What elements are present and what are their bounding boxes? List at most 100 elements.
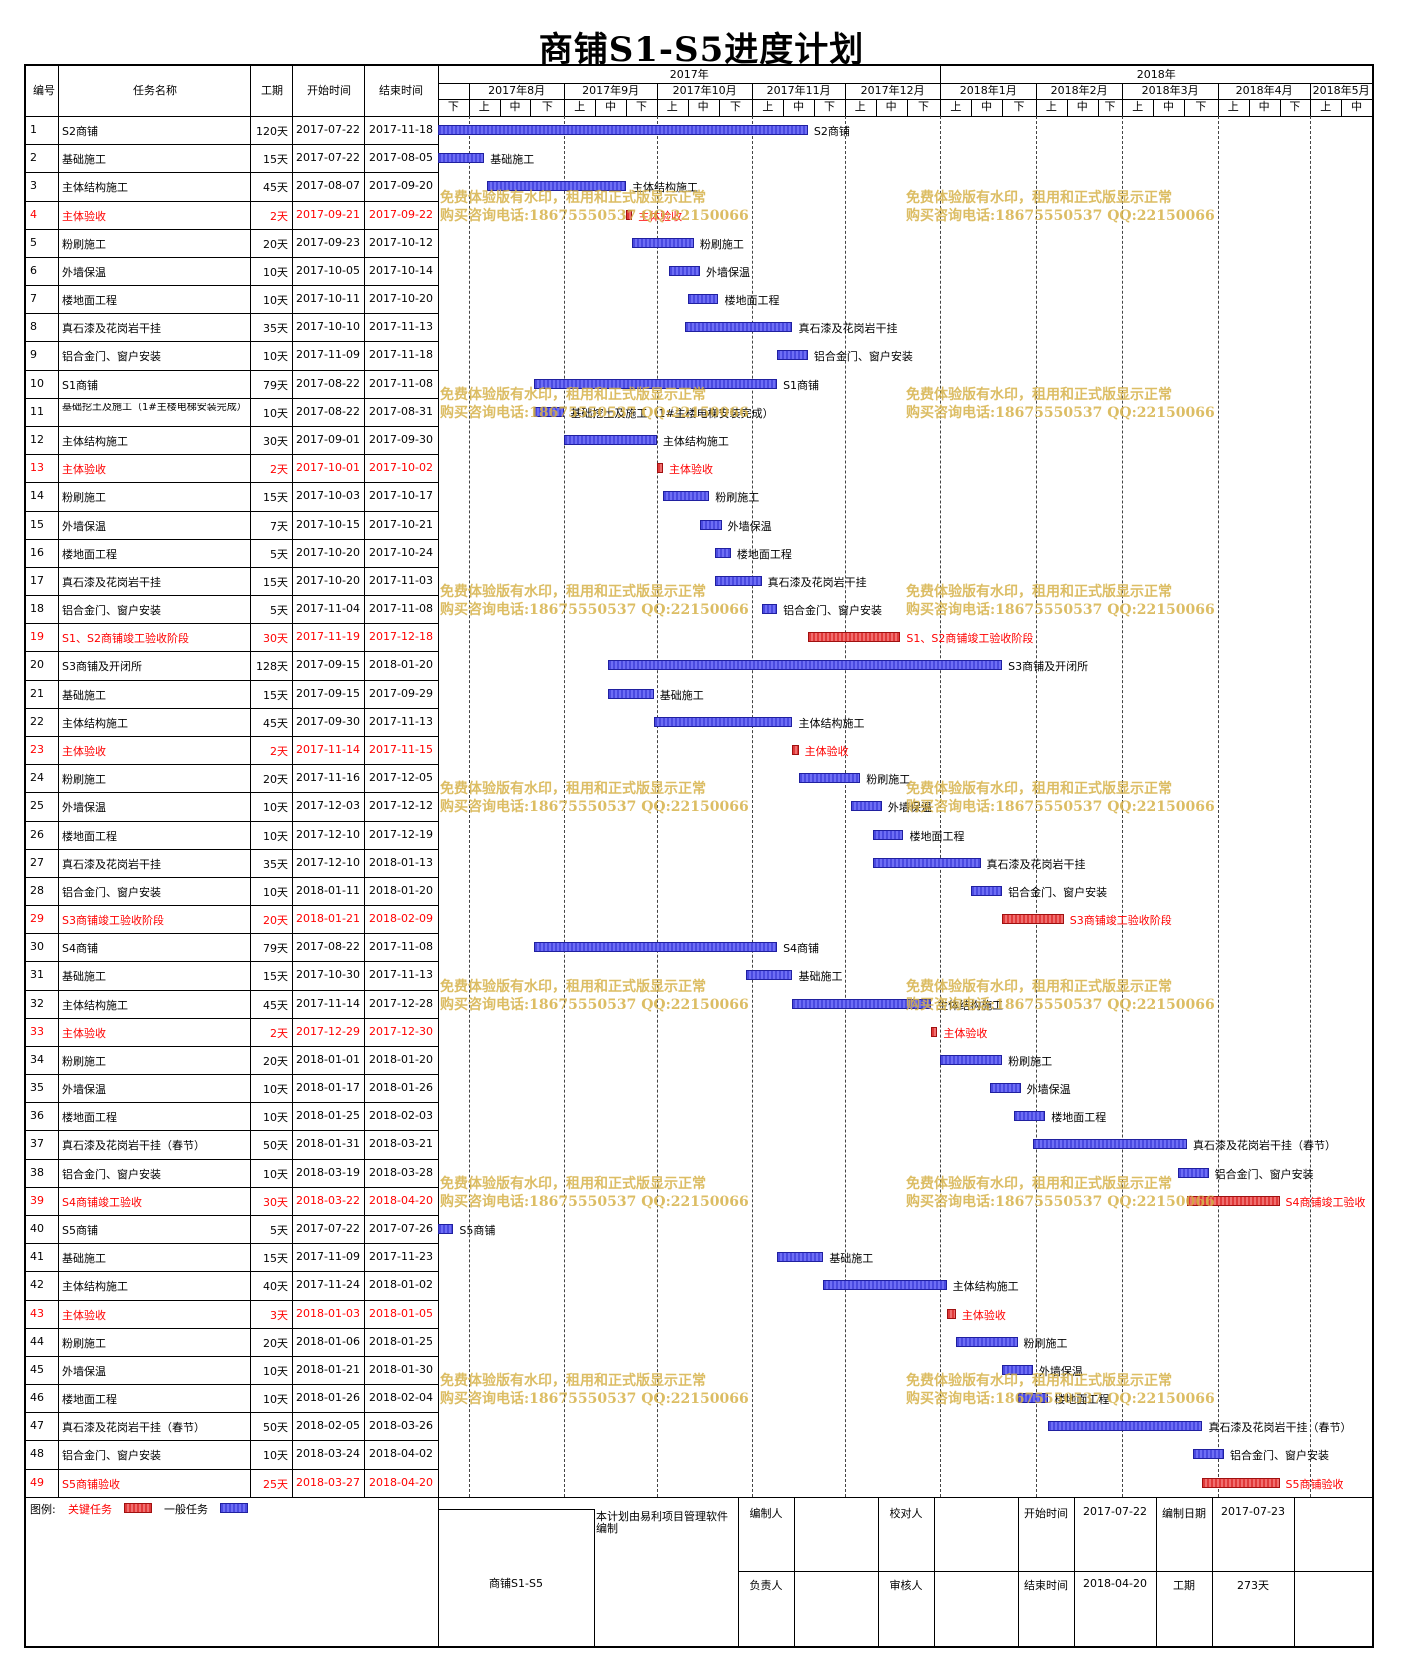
footer-divider — [1018, 1496, 1019, 1646]
task-end: 2017-12-18 — [369, 630, 433, 644]
gantt-bar[interactable] — [607, 688, 654, 699]
period-divider — [1341, 99, 1343, 116]
task-name: S5商铺验收 — [62, 1477, 120, 1491]
table-row: 14 粉刷施工 15天 2017-10-03 2017-10-17 — [26, 482, 438, 510]
footer-end-label: 结束时间 — [1024, 1579, 1068, 1593]
gantt-bar[interactable] — [955, 1336, 1018, 1347]
gantt-bar[interactable] — [663, 491, 710, 502]
task-id: 3 — [30, 179, 37, 193]
task-name: 真石漆及花岗岩干挂（春节） — [62, 1139, 205, 1153]
gantt-bar[interactable] — [438, 125, 808, 135]
gantt-bar[interactable] — [438, 1224, 454, 1235]
gantt-bar[interactable] — [1177, 1167, 1209, 1178]
gantt-bar[interactable] — [626, 209, 633, 220]
gantt-bar[interactable] — [792, 744, 799, 755]
task-name: 粉刷施工 — [62, 491, 106, 505]
row-line — [26, 989, 438, 991]
gantt-bar[interactable] — [1187, 1195, 1280, 1206]
footer-divider — [1212, 1496, 1213, 1646]
gantt-bar[interactable] — [564, 434, 657, 445]
row-line — [26, 1384, 438, 1386]
gantt-bar[interactable] — [1014, 1111, 1046, 1122]
gantt-bar[interactable] — [823, 1280, 947, 1291]
gantt-bar[interactable] — [687, 294, 719, 305]
row-line — [26, 764, 438, 766]
task-id: 40 — [30, 1222, 44, 1236]
task-start: 2017-07-22 — [296, 1222, 360, 1236]
gantt-bar[interactable] — [761, 604, 778, 615]
gantt-bar-label: 铝合金门、窗户安装 — [1214, 1167, 1314, 1181]
task-duration: 128天 — [256, 660, 288, 674]
period-label: 下 — [1104, 100, 1116, 113]
gantt-bar[interactable] — [798, 773, 861, 784]
gantt-bar[interactable] — [533, 942, 778, 953]
gantt-bar[interactable] — [851, 801, 882, 812]
task-end: 2017-12-12 — [369, 799, 433, 813]
gantt-bar[interactable] — [931, 1026, 938, 1037]
month-label: 2018年5月 — [1312, 84, 1370, 97]
gantt-bar[interactable] — [989, 1083, 1021, 1094]
period-label: 上 — [1045, 100, 1057, 113]
period-label: 上 — [1227, 100, 1239, 113]
task-name: 主体验收 — [62, 744, 106, 758]
period-divider — [1310, 99, 1312, 116]
column-divider — [58, 66, 59, 1497]
gantt-bar[interactable] — [653, 716, 793, 727]
row-line — [26, 1355, 438, 1357]
gantt-bar[interactable] — [656, 463, 663, 474]
gantt-bar[interactable] — [1002, 914, 1064, 925]
task-id: 28 — [30, 883, 44, 897]
footer-prepared-by-label: 编制人 — [749, 1506, 783, 1520]
task-name: 外墙保温 — [62, 1083, 106, 1097]
task-id: 21 — [30, 686, 44, 700]
gantt-bar[interactable] — [715, 547, 731, 558]
watermark: 免费体验版有水印，租用和正式版显示正常 购买咨询电话:18675550537 QQ… — [440, 1175, 749, 1211]
task-id: 44 — [30, 1334, 44, 1348]
gantt-bar-label: 主体结构施工 — [662, 434, 729, 448]
gantt-bar-label: 粉刷施工 — [1008, 1054, 1053, 1068]
task-name: 主体验收 — [62, 1026, 106, 1040]
gantt-bar[interactable] — [700, 519, 722, 530]
gantt-bar[interactable] — [684, 322, 793, 333]
gantt-bar[interactable] — [807, 632, 901, 643]
gantt-bar[interactable] — [533, 406, 565, 417]
task-id: 49 — [30, 1475, 44, 1489]
gantt-bar-label: 主体验收 — [669, 463, 714, 477]
gantt-bar[interactable] — [1032, 1139, 1188, 1150]
gantt-bar[interactable] — [1202, 1477, 1280, 1488]
gantt-bar[interactable] — [669, 265, 700, 276]
gantt-bar[interactable] — [1193, 1449, 1225, 1460]
gantt-bar[interactable] — [1002, 1364, 1033, 1375]
month-gridline — [656, 116, 658, 1497]
watermark-line: 购买咨询电话:18675550537 QQ:22150066 — [440, 1391, 749, 1408]
watermark-line: 免费体验版有水印，租用和正式版显示正常 — [440, 781, 706, 798]
watermark: 免费体验版有水印，租用和正式版显示正常 购买咨询电话:18675550537 QQ… — [906, 583, 1215, 619]
gantt-bar[interactable] — [746, 970, 793, 981]
gantt-bar[interactable] — [632, 237, 694, 248]
row-line — [26, 397, 438, 399]
gantt-bar[interactable] — [971, 885, 1003, 896]
task-name: 铝合金门、窗户安装 — [62, 1449, 161, 1463]
period-label: 中 — [509, 100, 521, 113]
gantt-bar[interactable] — [607, 660, 1003, 671]
task-end: 2018-04-20 — [369, 1475, 433, 1489]
task-start: 2017-10-20 — [296, 545, 360, 559]
watermark-line: 购买咨询电话:18675550537 QQ:22150066 — [906, 207, 1215, 224]
gantt-bar[interactable] — [1048, 1421, 1203, 1432]
task-id: 14 — [30, 489, 44, 503]
gantt-bar[interactable] — [487, 181, 627, 192]
gantt-bar[interactable] — [1017, 1393, 1049, 1404]
gantt-bar[interactable] — [777, 1252, 824, 1263]
gantt-bar[interactable] — [792, 998, 932, 1009]
period-label: 下 — [823, 100, 835, 113]
gantt-bar[interactable] — [872, 829, 904, 840]
task-end: 2018-01-20 — [369, 1052, 433, 1066]
table-row: 43 主体验收 3天 2018-01-03 2018-01-05 — [26, 1300, 438, 1328]
gantt-bar[interactable] — [872, 857, 981, 868]
gantt-bar[interactable] — [946, 1308, 956, 1319]
gantt-bar[interactable] — [777, 350, 808, 361]
gantt-bar[interactable] — [940, 1054, 1003, 1065]
gantt-bar[interactable] — [438, 153, 485, 164]
gantt-bar[interactable] — [533, 378, 778, 389]
gantt-bar[interactable] — [715, 575, 762, 586]
